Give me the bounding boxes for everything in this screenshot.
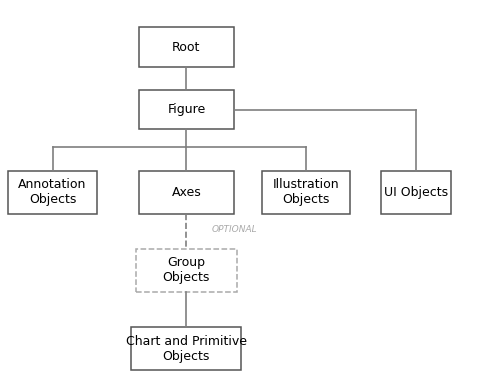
Text: Axes: Axes: [172, 185, 201, 199]
FancyBboxPatch shape: [261, 171, 350, 214]
Text: Annotation
Objects: Annotation Objects: [18, 178, 87, 206]
Text: Chart and Primitive
Objects: Chart and Primitive Objects: [126, 335, 247, 363]
Text: OPTIONAL: OPTIONAL: [211, 225, 257, 234]
FancyBboxPatch shape: [139, 171, 234, 214]
FancyBboxPatch shape: [139, 27, 234, 67]
Text: Illustration
Objects: Illustration Objects: [272, 178, 339, 206]
FancyBboxPatch shape: [139, 90, 234, 129]
FancyBboxPatch shape: [136, 249, 237, 292]
FancyBboxPatch shape: [381, 171, 450, 214]
FancyBboxPatch shape: [131, 327, 241, 370]
Text: Group
Objects: Group Objects: [163, 256, 210, 285]
FancyBboxPatch shape: [8, 171, 97, 214]
Text: UI Objects: UI Objects: [384, 185, 448, 199]
Text: Root: Root: [172, 40, 201, 54]
Text: Figure: Figure: [167, 103, 206, 116]
